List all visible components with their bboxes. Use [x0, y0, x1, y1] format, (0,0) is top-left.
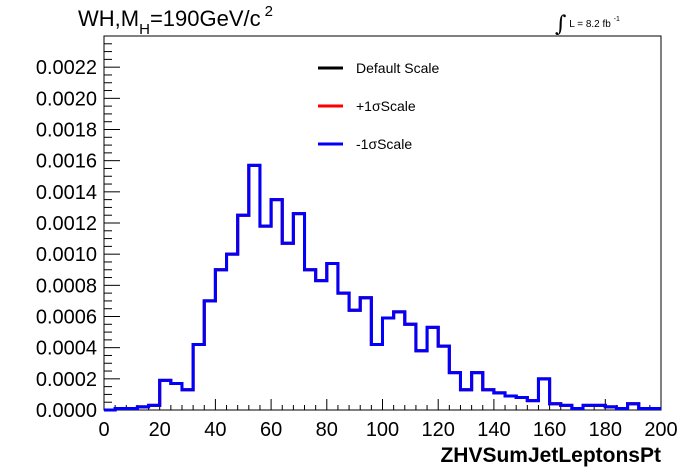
x-tick-label: 20 [149, 419, 171, 441]
x-tick-label: 60 [260, 419, 282, 441]
x-tick-label: 180 [589, 419, 622, 441]
y-tick-label: 0.0016 [36, 151, 97, 173]
title-subscript: H [139, 21, 150, 38]
title-suffix: =190GeV/c [149, 6, 261, 31]
legend-label: -1σScale [356, 136, 412, 152]
title-prefix: WH,M [78, 6, 140, 31]
plot-frame [103, 35, 662, 411]
series--1-scale-line [104, 163, 661, 412]
y-tick-label: 0.0014 [36, 182, 97, 204]
y-tick-label: 0.0002 [36, 369, 97, 391]
legend-label: Default Scale [356, 60, 439, 76]
x-axis-ticks: 0 20 40 60 80 100 120 140 160 180 200 [98, 399, 678, 441]
x-tick-label: 80 [316, 419, 338, 441]
series-group [104, 163, 661, 412]
y-tick-label: 0.0022 [36, 57, 97, 79]
chart-title: WH,MH=190GeV/c 2 [78, 3, 273, 38]
x-axis-label: ZHVSumJetLeptonsPt [440, 444, 661, 467]
luminosity-label: ∫ L = 8.2 fb -1 [555, 8, 620, 37]
legend: Default Scale +1σScale -1σScale [318, 60, 439, 152]
y-axis-ticks: 0.0000 0.0002 0.0004 0.0006 0.0008 0.0010 0.00… [36, 35, 120, 422]
series--1-scale-line [104, 163, 661, 412]
y-tick-label: 0.0008 [36, 275, 97, 297]
luminosity-superscript: -1 [613, 16, 620, 23]
x-tick-label: 200 [644, 419, 677, 441]
y-tick-label: 0.0006 [36, 307, 97, 329]
x-tick-label: 160 [533, 419, 566, 441]
x-tick-label: 40 [204, 419, 226, 441]
integral-symbol: ∫ [555, 12, 567, 37]
x-tick-label: 140 [477, 419, 510, 441]
y-tick-label: 0.0000 [36, 400, 97, 422]
legend-label: +1σScale [356, 98, 416, 114]
y-tick-label: 0.0010 [36, 244, 97, 266]
luminosity-text: L = 8.2 fb [569, 19, 611, 30]
y-tick-label: 0.0018 [36, 120, 97, 142]
x-tick-label: 100 [366, 419, 399, 441]
title-superscript: 2 [264, 3, 273, 20]
series-default-scale-line [104, 163, 661, 412]
x-tick-label: 120 [422, 419, 455, 441]
x-tick-label: 0 [98, 419, 109, 441]
y-tick-label: 0.0004 [36, 338, 97, 360]
y-tick-label: 0.0012 [36, 213, 97, 235]
y-tick-label: 0.0020 [36, 88, 97, 110]
